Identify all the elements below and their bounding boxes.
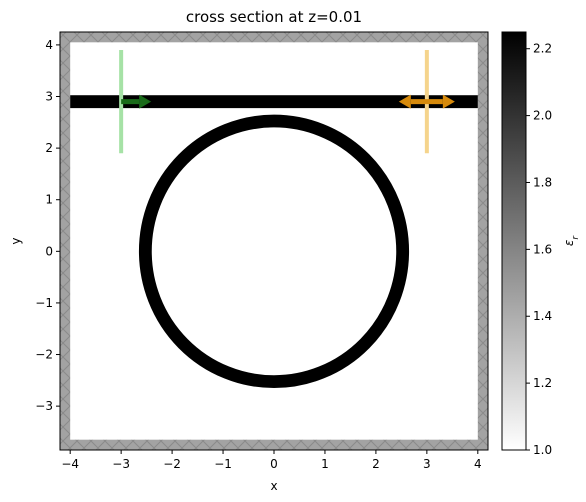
y-tick-label: 3	[45, 90, 53, 104]
pml-left	[60, 32, 71, 450]
structures	[70, 95, 478, 389]
x-tick-label: −1	[214, 457, 232, 471]
colorbar-label: εr	[562, 235, 581, 247]
x-tick-label: −2	[163, 457, 181, 471]
pml-top	[60, 32, 488, 43]
colorbar-tick-label: 1.2	[533, 376, 552, 390]
chart-title: cross section at z=0.01	[186, 8, 362, 26]
monitor-arrow-right-icon	[442, 94, 455, 109]
y-axis: −3 −2 −1 0 1 2 3 4	[35, 38, 60, 413]
x-tick-label: 0	[270, 457, 278, 471]
source-monitor-markers	[119, 50, 455, 154]
x-tick-label: 1	[321, 457, 329, 471]
colorbar-tick-label: 1.8	[533, 175, 552, 189]
colorbar-tick-label: 2.0	[533, 109, 552, 123]
y-tick-label: 2	[45, 141, 53, 155]
pml-bottom	[60, 439, 488, 450]
x-tick-label: −4	[61, 457, 79, 471]
x-tick-label: 3	[423, 457, 431, 471]
waveguide	[70, 95, 478, 109]
x-tick-label: 2	[372, 457, 380, 471]
x-axis: −4 −3 −2 −1 0 1 2 3 4	[61, 450, 482, 471]
y-tick-label: −2	[35, 348, 53, 362]
pml-right	[477, 32, 488, 450]
colorbar-gradient	[502, 32, 526, 450]
monitor-arrow-left-icon	[398, 94, 411, 109]
x-tick-label: 4	[474, 457, 482, 471]
y-tick-label: −1	[35, 296, 53, 310]
colorbar-tick-label: 1.6	[533, 242, 552, 256]
ring-resonator	[138, 114, 410, 389]
colorbar-tick-label: 2.2	[533, 42, 552, 56]
colorbar: 1.0 1.2 1.4 1.6 1.8 2.0 2.2 εr	[501, 31, 581, 457]
y-tick-label: 1	[45, 193, 53, 207]
colorbar-tick-label: 1.0	[533, 443, 552, 457]
colorbar-tick-label: 1.4	[533, 309, 552, 323]
y-tick-label: −3	[35, 399, 53, 413]
y-tick-label: 0	[45, 244, 53, 258]
x-axis-label: x	[270, 479, 277, 493]
y-tick-label: 4	[45, 38, 53, 52]
plot-area	[59, 31, 489, 451]
source-arrow-icon	[139, 94, 152, 109]
x-tick-label: −3	[112, 457, 130, 471]
y-axis-label: y	[9, 237, 23, 244]
colorbar-frame	[501, 31, 527, 451]
pml-boundaries	[60, 32, 488, 450]
